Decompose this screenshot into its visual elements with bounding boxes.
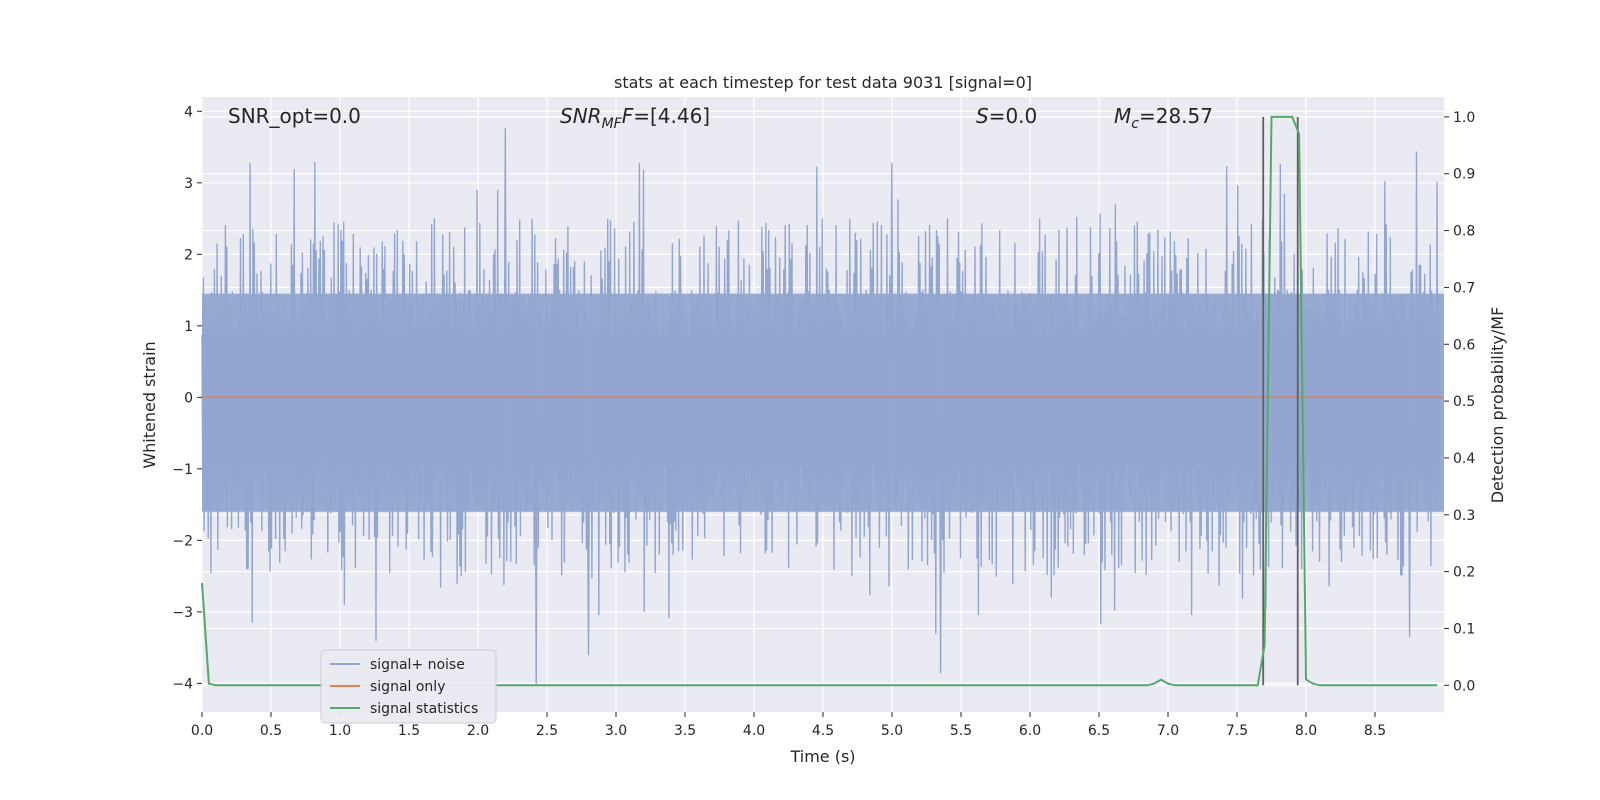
left-axis-label: Whitened strain: [140, 341, 159, 468]
left-axis-ticks: −4 −3 −2 −1 0 1 2 3 4: [172, 104, 202, 692]
right-tick-label: 0.0: [1453, 678, 1475, 694]
right-tick-label: 0.9: [1453, 167, 1475, 183]
x-axis-label: Time (s): [789, 747, 855, 766]
noise-trace: [201, 127, 1441, 685]
annotation-snr-opt: SNR_opt=0.0: [228, 104, 361, 128]
right-tick-label: 0.6: [1453, 337, 1475, 353]
x-tick-label: 8.0: [1295, 723, 1317, 739]
chart-title: stats at each timestep for test data 903…: [614, 73, 1032, 92]
left-tick-label: −3: [172, 605, 193, 621]
left-tick-label: 1: [184, 319, 193, 335]
x-tick-label: 1.0: [329, 723, 351, 739]
legend-box: [320, 649, 497, 724]
x-tick-label: 4.5: [812, 723, 834, 739]
left-tick-label: −1: [172, 462, 193, 478]
right-tick-label: 0.8: [1453, 224, 1475, 240]
left-tick-label: 2: [184, 247, 193, 263]
right-tick-label: 0.4: [1453, 451, 1475, 467]
right-axis-ticks: 0.0 0.1 0.2 0.3 0.4 0.5 0.6 0.7 0.8 0.9 1.0: [1444, 110, 1475, 694]
legend-label-noise: signal+ noise: [370, 657, 465, 673]
legend-label-signal: signal only: [370, 679, 445, 695]
right-tick-label: 0.2: [1453, 565, 1475, 581]
left-tick-label: 0: [184, 390, 193, 406]
x-tick-label: 8.5: [1364, 723, 1386, 739]
right-tick-label: 0.5: [1453, 394, 1475, 410]
annotation-s: S=0.0: [976, 104, 1037, 128]
x-tick-label: 1.5: [398, 723, 420, 739]
left-tick-label: −4: [172, 676, 193, 692]
right-tick-label: 0.7: [1453, 280, 1475, 296]
x-tick-label: 0.0: [191, 723, 213, 739]
x-tick-label: 6.5: [1088, 723, 1110, 739]
x-tick-label: 5.0: [881, 723, 903, 739]
annotation-snr-mf: SNRMFF=[4.46]: [560, 104, 710, 132]
x-tick-label: 7.0: [1157, 723, 1179, 739]
x-tick-label: 6.0: [1019, 723, 1041, 739]
left-tick-label: −2: [172, 533, 193, 549]
left-tick-label: 4: [184, 104, 193, 120]
annotation-mc: Mc=28.57: [1114, 104, 1213, 132]
x-tick-label: 0.5: [260, 723, 282, 739]
left-tick-label: 3: [184, 176, 193, 192]
legend: signal+ noise signal only signal statist…: [320, 649, 497, 724]
legend-label-stats: signal statistics: [370, 701, 478, 717]
right-tick-label: 1.0: [1453, 110, 1475, 126]
right-tick-label: 0.1: [1453, 621, 1475, 637]
right-tick-label: 0.3: [1453, 508, 1475, 524]
x-tick-label: 2.0: [467, 723, 489, 739]
vertical-markers: [1262, 116, 1299, 686]
series-signal-noise: [201, 127, 1444, 685]
x-tick-label: 2.5: [536, 723, 558, 739]
x-tick-label: 3.5: [674, 723, 696, 739]
x-axis-ticks: 0.0 0.5 1.0 1.5 2.0 2.5 3.0 3.5 4.0 4.5 5.0 5.5 6.0 6…: [191, 712, 1386, 739]
x-tick-label: 3.0: [605, 723, 627, 739]
x-tick-label: 7.5: [1226, 723, 1248, 739]
x-tick-label: 4.0: [743, 723, 765, 739]
x-tick-label: 5.5: [950, 723, 972, 739]
right-axis-label: Detection probability/MF: [1488, 307, 1507, 504]
